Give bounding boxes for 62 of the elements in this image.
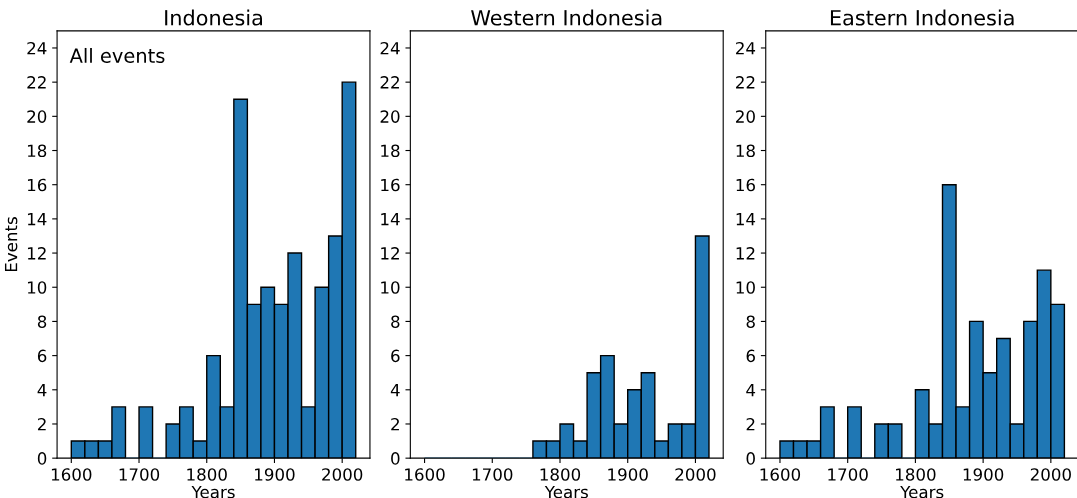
y-tick-label: 6 <box>746 349 755 363</box>
x-tick-label: 1700 <box>472 468 513 481</box>
x-tick-label: 2000 <box>322 468 363 481</box>
x-tick-label: 2000 <box>675 468 716 481</box>
y-tick-label: 6 <box>391 349 400 363</box>
chart-title: Indonesia <box>165 9 262 26</box>
x-tick-label: 1700 <box>119 468 160 481</box>
y-tick-label: 0 <box>391 452 400 465</box>
x-tick-label: 1900 <box>608 468 648 481</box>
y-tick-label: 4 <box>746 383 756 397</box>
y-tick-label: 16 <box>736 178 755 192</box>
y-tick-label: 8 <box>746 315 755 328</box>
y-tick-label: 8 <box>391 315 400 328</box>
y-tick-label: 22 <box>27 76 46 89</box>
y-tick-label: 20 <box>27 110 47 123</box>
x-axis-title: Years <box>900 485 944 498</box>
y-tick-label: 0 <box>746 452 755 465</box>
x-axis-title: Years <box>191 485 235 498</box>
y-tick-label: 18 <box>736 144 755 158</box>
y-tick-label: 8 <box>37 315 47 328</box>
y-tick-label: 2 <box>37 417 46 431</box>
y-tick-label: 4 <box>37 383 47 397</box>
x-tick-label: 1900 <box>255 468 295 481</box>
y-tick-label: 24 <box>27 41 47 55</box>
y-tick-label: 6 <box>37 349 47 363</box>
y-tick-label: 22 <box>380 76 399 89</box>
y-tick-label: 16 <box>381 178 400 192</box>
x-tick-label: 1800 <box>896 468 936 481</box>
x-tick-label: 1600 <box>51 468 92 481</box>
x-tick-label: 1700 <box>828 468 868 481</box>
x-tick-label: 1600 <box>405 468 445 481</box>
x-axis-title: Years <box>544 485 588 498</box>
annotation: All events <box>69 47 165 64</box>
y-tick-label: 10 <box>381 281 400 294</box>
y-tick-label: 14 <box>381 213 400 226</box>
y-tick-label: 24 <box>380 41 400 55</box>
y-tick-label: 14 <box>736 213 756 226</box>
x-tick-label: 1800 <box>187 468 227 481</box>
chart-title: Eastern Indonesia <box>830 9 1014 26</box>
y-tick-label: 2 <box>391 417 399 431</box>
y-tick-label: 24 <box>736 41 756 55</box>
y-tick-label: 14 <box>27 213 47 226</box>
y-tick-label: 0 <box>37 452 47 465</box>
chart-title: Western Indonesia <box>471 9 662 26</box>
y-tick-label: 12 <box>27 247 46 260</box>
y-tick-label: 2 <box>746 417 755 431</box>
y-tick-label: 16 <box>27 178 47 192</box>
y-tick-label: 22 <box>736 76 755 89</box>
y-axis-title: Events <box>4 217 18 272</box>
y-tick-label: 10 <box>736 281 755 294</box>
x-tick-label: 1600 <box>760 468 801 481</box>
y-tick-label: 18 <box>381 144 400 158</box>
y-tick-label: 20 <box>380 110 400 123</box>
x-tick-label: 1900 <box>963 468 1004 481</box>
y-tick-label: 18 <box>27 144 47 158</box>
y-tick-label: 12 <box>736 247 755 260</box>
y-tick-label: 12 <box>381 247 399 260</box>
y-tick-label: 10 <box>27 281 47 294</box>
x-tick-label: 2000 <box>1030 468 1071 481</box>
y-tick-label: 4 <box>390 383 400 397</box>
y-tick-label: 20 <box>736 110 755 123</box>
x-tick-label: 1800 <box>540 468 581 481</box>
